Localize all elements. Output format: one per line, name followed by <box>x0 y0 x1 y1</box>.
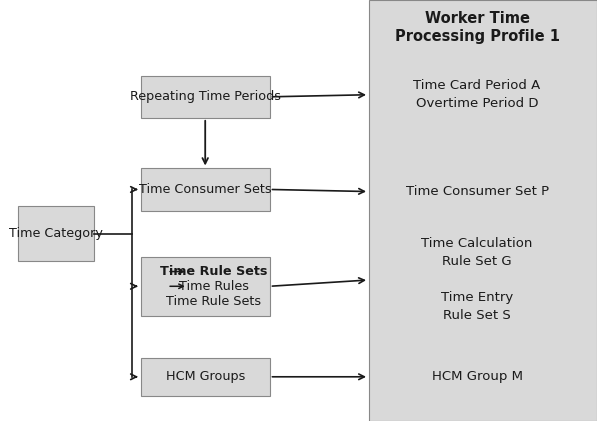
FancyBboxPatch shape <box>369 0 597 421</box>
Text: Time Rules: Time Rules <box>179 280 249 293</box>
Text: Time Category: Time Category <box>9 227 103 240</box>
Text: Time Rule Sets: Time Rule Sets <box>167 295 261 307</box>
Text: Time Rule Sets: Time Rule Sets <box>160 265 267 278</box>
Text: Worker Time
Processing Profile 1: Worker Time Processing Profile 1 <box>395 11 559 43</box>
Text: HCM Group M: HCM Group M <box>432 370 522 383</box>
FancyBboxPatch shape <box>18 206 94 261</box>
Text: Time Calculation
Rule Set G

Time Entry
Rule Set S: Time Calculation Rule Set G Time Entry R… <box>421 237 533 322</box>
Text: Time Card Period A
Overtime Period D: Time Card Period A Overtime Period D <box>414 79 541 110</box>
FancyBboxPatch shape <box>141 358 269 396</box>
Text: Time Consumer Set P: Time Consumer Set P <box>405 185 549 198</box>
Text: Repeating Time Periods: Repeating Time Periods <box>130 91 281 103</box>
FancyBboxPatch shape <box>141 168 269 210</box>
FancyBboxPatch shape <box>141 257 269 316</box>
FancyBboxPatch shape <box>141 76 269 118</box>
Text: Time Consumer Sets: Time Consumer Sets <box>139 183 272 196</box>
Text: HCM Groups: HCM Groups <box>165 370 245 383</box>
